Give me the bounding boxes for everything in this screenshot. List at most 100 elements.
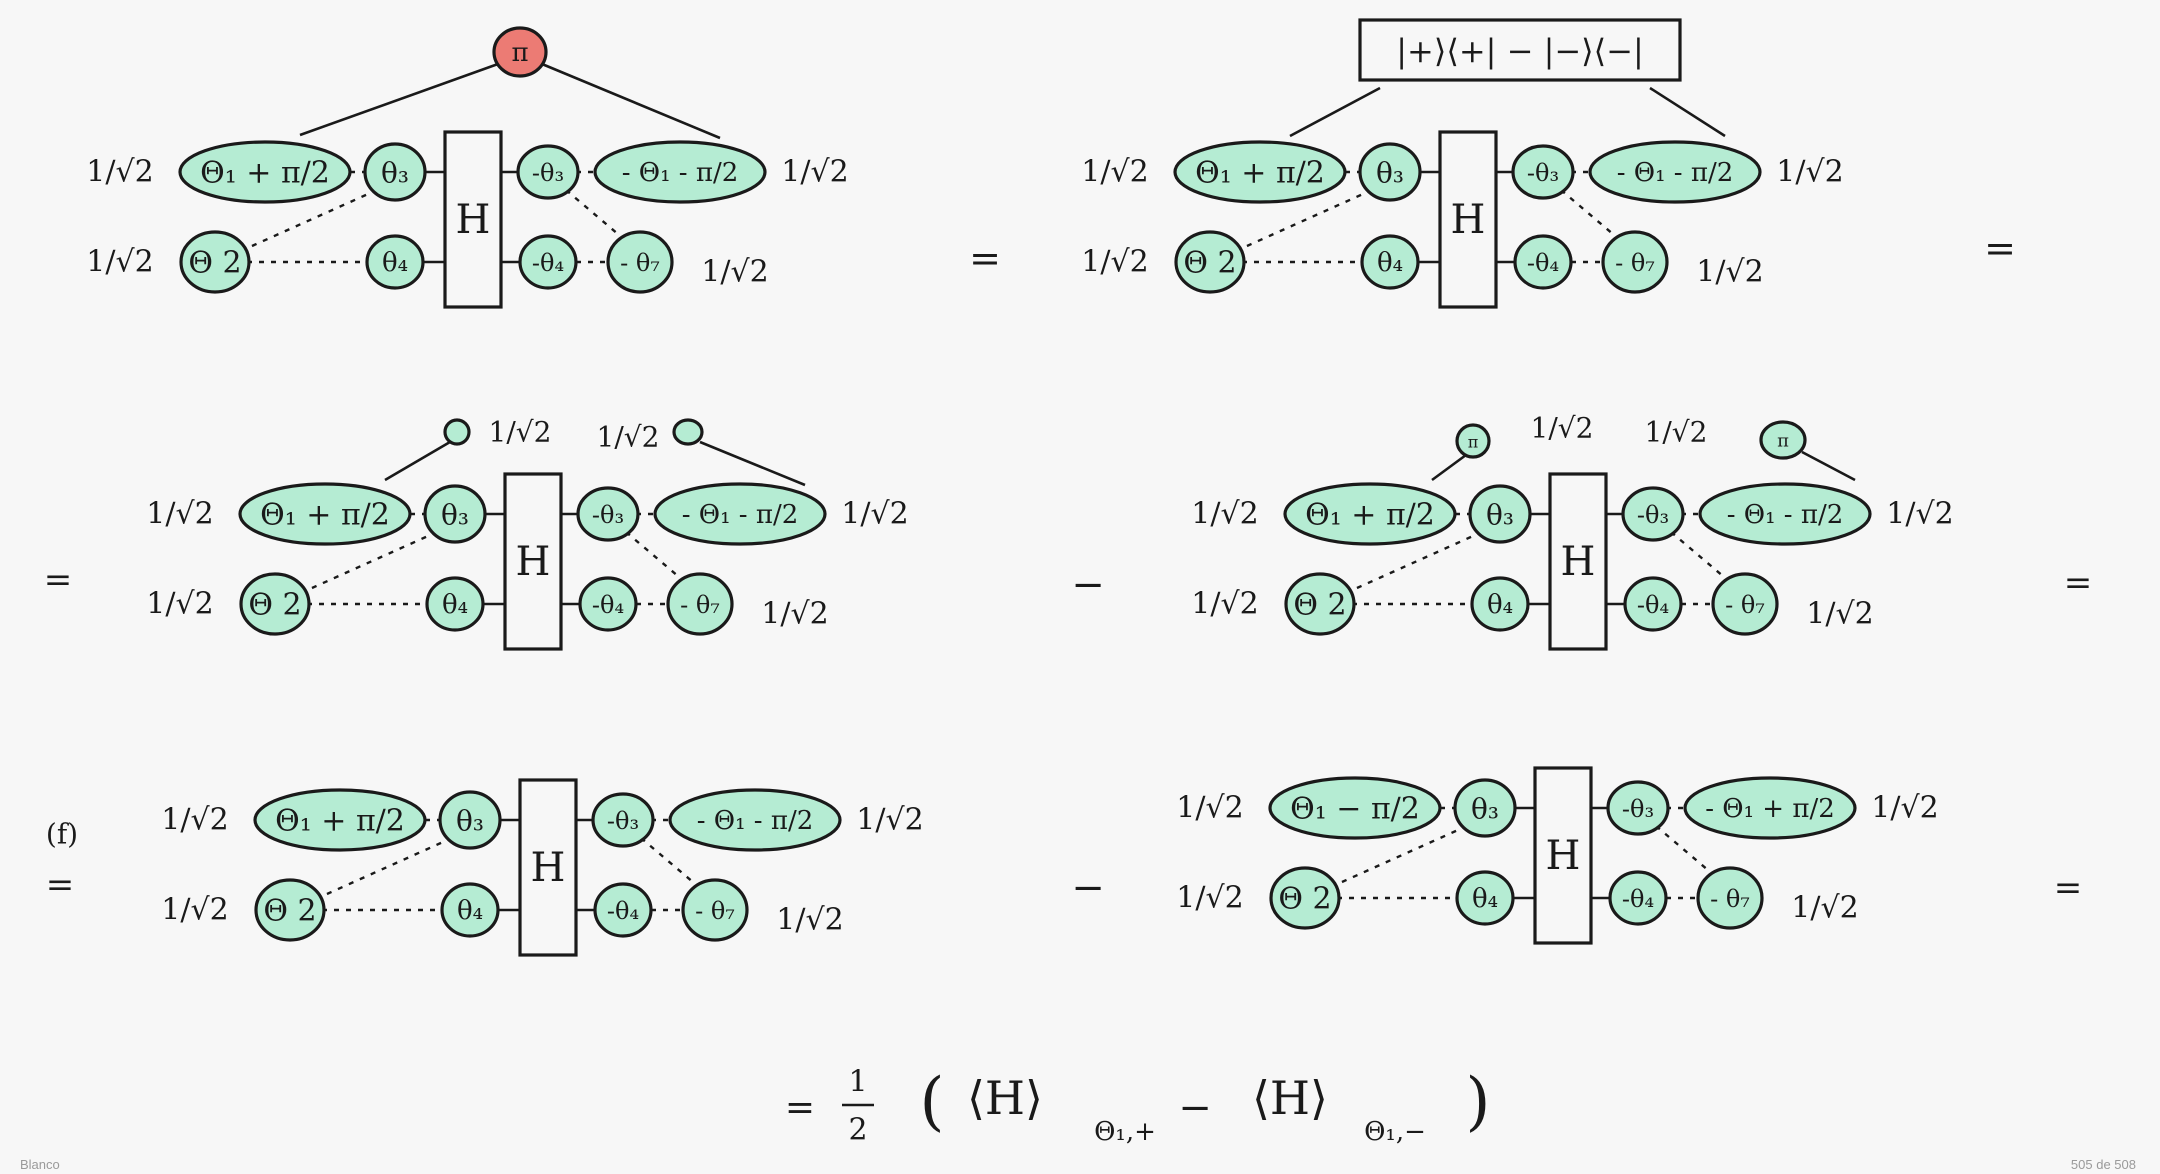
norm-label: 1/√2	[1176, 791, 1243, 826]
norm-label: 1/√2	[86, 245, 153, 280]
norm-label: 1/√2	[1696, 255, 1763, 290]
norm-label: 1/√2	[761, 597, 828, 632]
neg-theta3-node-label: -θ₃	[592, 501, 624, 529]
pi-spider-node	[492, 26, 548, 78]
theta4-node	[440, 882, 500, 938]
neg-theta3-node	[516, 144, 580, 200]
norm-label: 1/√2	[489, 416, 552, 449]
neg-theta1-node	[1698, 482, 1872, 546]
neg-theta7-node-label: - θ₇	[1615, 249, 1655, 277]
theta4-node	[425, 576, 485, 632]
theta3-node	[363, 142, 427, 202]
norm-label: 1/√2	[1176, 881, 1243, 916]
neg-theta4-node-label: -θ₄	[592, 591, 624, 619]
circuit-mid-left: Θ₁ + π/2 θ₃ Θ 2 θ₄ H -θ₃ - Θ₁ - π/2 -θ₄ - θ₇ 1/√2…	[146, 416, 909, 651]
neg-theta7-node-label: - θ₇	[680, 591, 720, 619]
phase-leg	[384, 440, 451, 482]
norm-label: 1/√2	[841, 497, 908, 532]
expectation-H: ⟨H⟩	[1252, 1071, 1328, 1125]
hadamard-box	[1548, 472, 1608, 651]
equals-sign: =	[2064, 563, 2093, 603]
theta4-node-label: θ₄	[442, 590, 468, 620]
theta2-node-label: Θ 2	[1183, 246, 1236, 281]
circuit-bottom-left: Θ₁ + π/2 θ₃ Θ 2 θ₄ H -θ₃ - Θ₁ - π/2 -θ₄ - θ₇ 1/√2…	[161, 778, 924, 957]
phase-node-pi-label: π	[1468, 433, 1479, 452]
norm-label: 1/√2	[781, 155, 848, 190]
neg-theta7-node-label: - θ₇	[1725, 591, 1765, 619]
phase-node-pi	[1455, 423, 1491, 459]
neg-theta4-node	[578, 576, 638, 632]
neg-theta1-node-label: - Θ₁ - π/2	[1617, 158, 1734, 188]
dashed-wire	[242, 188, 378, 252]
minus-sign: −	[1178, 1085, 1212, 1131]
neg-theta3-node-label: -θ₃	[1637, 501, 1669, 529]
theta4-node-label: θ₄	[457, 896, 483, 926]
neg-theta7-node	[1696, 866, 1764, 930]
dashed-wire	[302, 530, 438, 594]
neg-theta4-node	[593, 882, 653, 938]
phase-node-empty	[672, 418, 704, 446]
theta3-node	[1468, 484, 1532, 544]
norm-label: 1/√2	[1791, 891, 1858, 926]
dashed-wire	[1655, 825, 1716, 877]
equals-sign: =	[785, 1088, 815, 1129]
neg-theta7-node-label: - θ₇	[1710, 885, 1750, 913]
phase-node-pi	[1759, 420, 1807, 460]
neg-theta4-node	[1608, 870, 1668, 926]
neg-theta3-node	[1511, 144, 1575, 200]
hadamard-label: H	[1561, 539, 1596, 585]
theta1-node	[178, 140, 352, 204]
expectation-H: ⟨H⟩	[967, 1071, 1043, 1125]
norm-label: 1/√2	[1776, 155, 1843, 190]
neg-theta7-node	[1601, 230, 1669, 294]
close-paren: )	[1466, 1065, 1491, 1139]
neg-theta1-node-label: - Θ₁ - π/2	[682, 500, 799, 530]
dashed-wire	[1332, 824, 1468, 888]
note-f-label: (f)	[46, 818, 78, 851]
neg-theta4-node-label: -θ₄	[532, 249, 564, 277]
theta1-node-label: Θ₁ + π/2	[200, 156, 330, 191]
fraction-denominator: 2	[848, 1113, 867, 1148]
theta1-node	[1173, 140, 1347, 204]
neg-theta7-node	[666, 572, 734, 636]
hadamard-box	[1533, 766, 1593, 945]
hadamard-label: H	[456, 197, 491, 243]
minus-sign: −	[1071, 562, 1105, 608]
phase-leg	[1431, 453, 1467, 482]
norm-label: 1/√2	[856, 803, 923, 838]
theta3-node-label: θ₃	[1486, 499, 1514, 532]
norm-label: 1/√2	[776, 903, 843, 938]
norm-label: 1/√2	[1191, 497, 1258, 532]
theta2-node-label: Θ 2	[1278, 882, 1331, 917]
page-indicator: 505 de 508	[2070, 1157, 2136, 1172]
neg-theta4-node-label: -θ₄	[1622, 885, 1654, 913]
theta1-node	[1268, 776, 1442, 840]
neg-theta3-node	[1606, 780, 1670, 836]
neg-theta4-node-label: -θ₄	[1637, 591, 1669, 619]
theta4-node-label: θ₄	[1472, 884, 1498, 914]
phase-leg	[1801, 450, 1856, 482]
theta3-node-label: θ₃	[441, 499, 469, 532]
theta3-node	[438, 790, 502, 850]
neg-theta3-node	[591, 792, 655, 848]
theta2-node-label: Θ 2	[188, 246, 241, 281]
theta1-node	[238, 482, 412, 546]
theta1-node-label: Θ₁ + π/2	[1195, 156, 1325, 191]
neg-theta4-node-label: -θ₄	[1527, 249, 1559, 277]
neg-theta4-node-label: -θ₄	[607, 897, 639, 925]
norm-label: 1/√2	[1531, 412, 1594, 445]
equals-sign: =	[46, 865, 75, 905]
dashed-wire	[625, 531, 686, 583]
norm-label: 1/√2	[1886, 497, 1953, 532]
fraction-numerator: 1	[848, 1065, 867, 1100]
norm-label: 1/√2	[701, 255, 768, 290]
theta3-node	[1453, 778, 1517, 838]
neg-theta3-node	[1621, 486, 1685, 542]
projector-leg	[1649, 86, 1726, 138]
neg-theta1-node	[653, 482, 827, 546]
circuit-top-right: Θ₁ + π/2 θ₃ Θ 2 θ₄ H -θ₃ - Θ₁ - π/2 -θ₄ - θ₇ 1/√2…	[1081, 18, 1844, 309]
subscript-plus: Θ₁,+	[1094, 1117, 1156, 1147]
projector-box	[1358, 18, 1682, 82]
phase-leg	[699, 440, 806, 487]
